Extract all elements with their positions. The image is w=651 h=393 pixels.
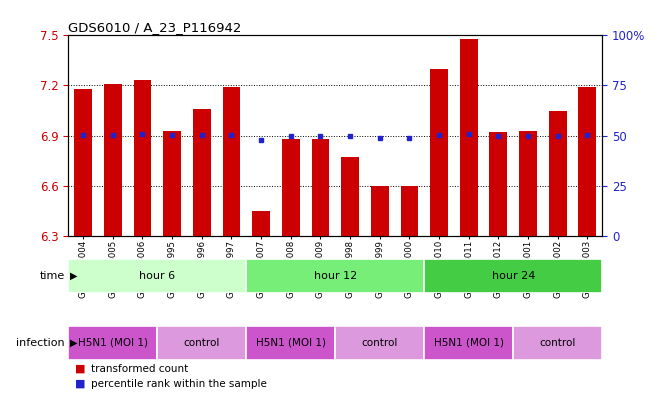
Bar [246, 326, 335, 360]
Bar [133, 81, 152, 236]
Bar [68, 259, 246, 293]
Bar [252, 211, 270, 236]
Bar [549, 110, 566, 236]
Bar [246, 259, 424, 293]
Bar [104, 84, 122, 236]
Bar [163, 130, 181, 236]
Bar [460, 39, 478, 236]
Bar [371, 185, 389, 236]
Text: hour 6: hour 6 [139, 271, 175, 281]
Bar [341, 157, 359, 236]
Bar [400, 185, 419, 236]
Bar [335, 326, 424, 360]
Bar [519, 130, 537, 236]
Text: hour 24: hour 24 [492, 271, 535, 281]
Text: GDS6010 / A_23_P116942: GDS6010 / A_23_P116942 [68, 21, 242, 34]
Bar [223, 87, 240, 236]
Text: time: time [40, 271, 65, 281]
Bar [490, 132, 507, 236]
Text: hour 12: hour 12 [314, 271, 357, 281]
Text: infection: infection [16, 338, 65, 348]
Text: percentile rank within the sample: percentile rank within the sample [91, 378, 267, 389]
Text: H5N1 (MOI 1): H5N1 (MOI 1) [78, 338, 148, 348]
Text: transformed count: transformed count [91, 364, 188, 374]
Text: ■: ■ [75, 378, 85, 389]
Bar [312, 139, 329, 236]
Text: H5N1 (MOI 1): H5N1 (MOI 1) [256, 338, 326, 348]
Bar [282, 139, 299, 236]
Bar [424, 326, 513, 360]
Bar [74, 89, 92, 236]
Bar [579, 87, 596, 236]
Text: control: control [540, 338, 576, 348]
Text: ▶: ▶ [70, 338, 77, 348]
Text: control: control [184, 338, 220, 348]
Text: ■: ■ [75, 364, 85, 374]
Bar [513, 326, 602, 360]
Bar [424, 259, 602, 293]
Text: ▶: ▶ [70, 271, 77, 281]
Bar [158, 326, 246, 360]
Text: control: control [361, 338, 398, 348]
Bar [430, 69, 448, 236]
Bar [68, 326, 158, 360]
Bar [193, 109, 211, 236]
Text: H5N1 (MOI 1): H5N1 (MOI 1) [434, 338, 504, 348]
